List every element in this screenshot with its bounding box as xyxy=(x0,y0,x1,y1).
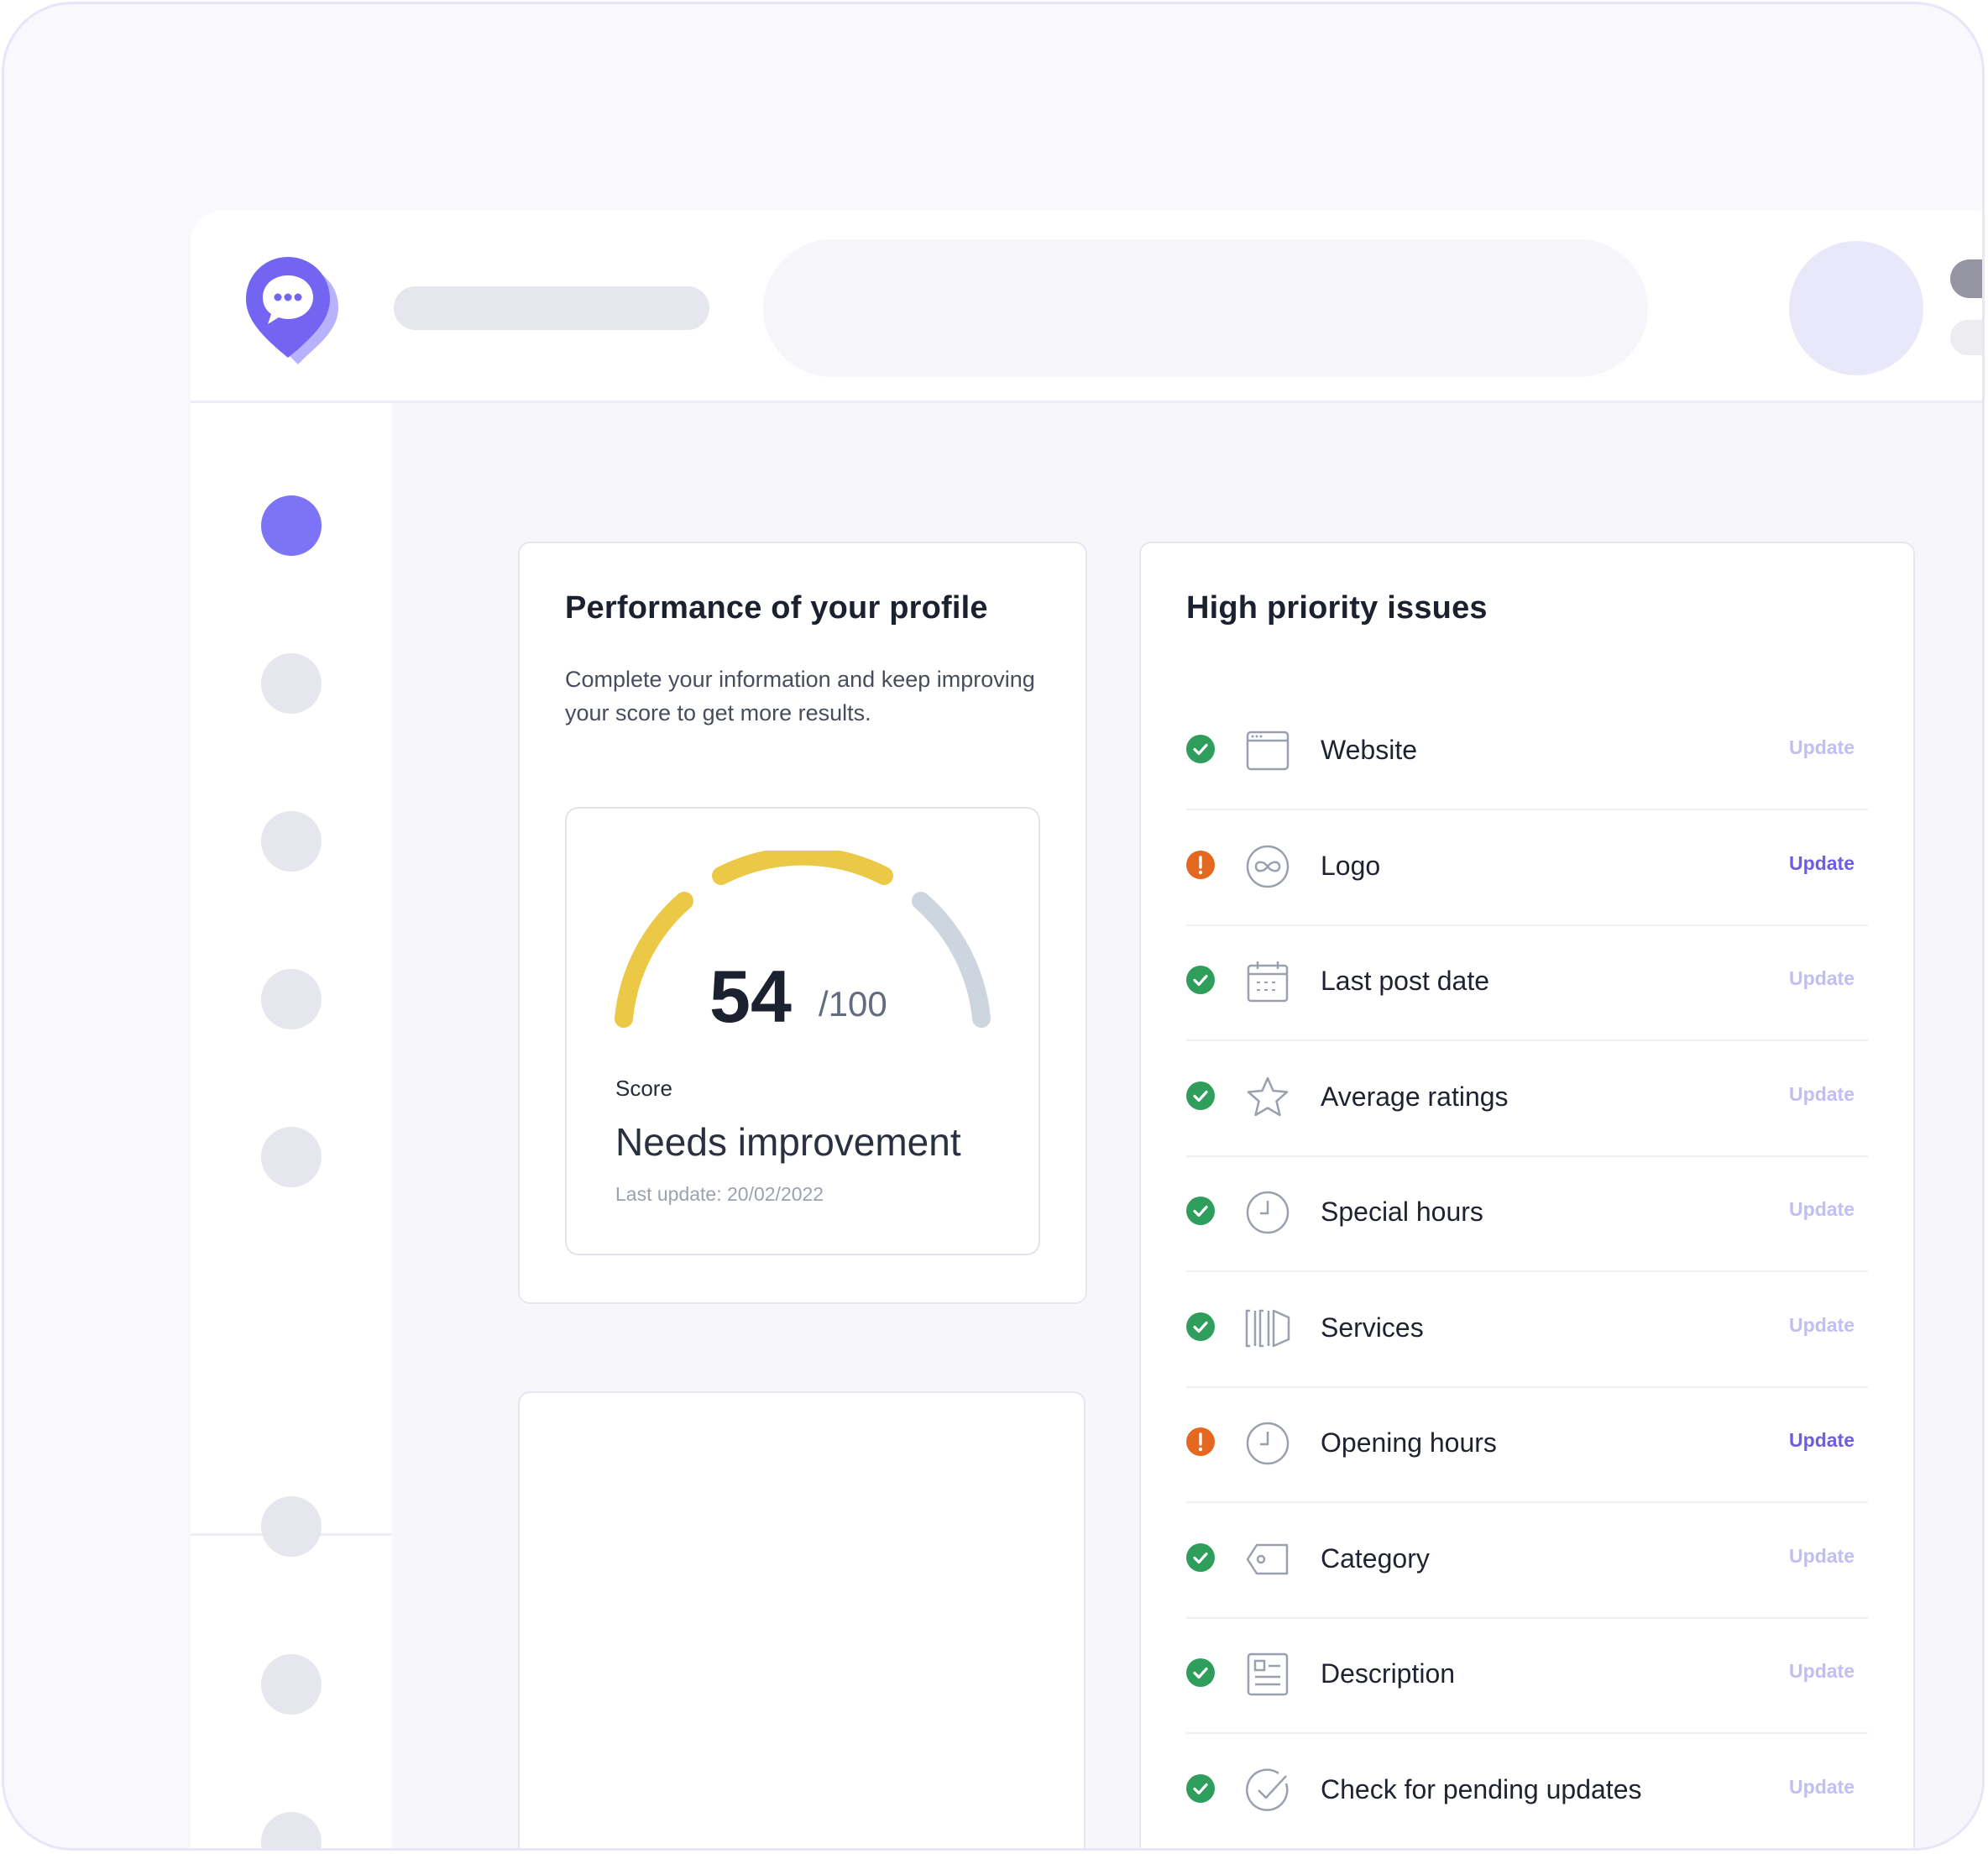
update-button[interactable]: Update xyxy=(1789,1198,1855,1220)
issue-label: Website xyxy=(1321,735,1418,765)
check-status-icon xyxy=(1186,1197,1215,1225)
update-button[interactable]: Update xyxy=(1789,851,1855,874)
clock-icon xyxy=(1246,1422,1290,1465)
update-button[interactable]: Update xyxy=(1789,1429,1855,1451)
score-max: /100 xyxy=(819,984,887,1024)
check-status-icon xyxy=(1186,1542,1215,1572)
issue-label: Special hours xyxy=(1321,1197,1483,1227)
update-button[interactable]: Update xyxy=(1789,1544,1855,1567)
check-status-icon xyxy=(1186,1773,1215,1803)
update-button[interactable]: Update xyxy=(1789,736,1855,758)
sidebar-item[interactable] xyxy=(261,1654,322,1715)
avatar[interactable] xyxy=(1789,241,1923,375)
issue-row: Category Update xyxy=(1186,1505,1868,1619)
update-button[interactable]: Update xyxy=(1789,1082,1855,1105)
app-window: Performance of your profile Complete you… xyxy=(191,211,1982,1848)
performance-title: Performance of your profile xyxy=(565,590,988,626)
update-button[interactable]: Update xyxy=(1789,1660,1855,1682)
issue-row: Logo Update xyxy=(1186,812,1868,926)
score-panel: 54 /100 Score Needs improvement Last upd… xyxy=(565,807,1040,1255)
check-status-icon xyxy=(1186,1081,1215,1110)
top-bar xyxy=(191,211,1982,403)
score-status: Needs improvement xyxy=(615,1120,961,1164)
sidebar-item[interactable] xyxy=(261,1127,322,1187)
sidebar-item[interactable] xyxy=(261,811,322,872)
score-value: 54 xyxy=(709,955,792,1038)
account-detail-placeholder xyxy=(1950,320,1982,355)
issue-row: Last post date Update xyxy=(1186,927,1868,1041)
sidebar xyxy=(191,403,392,1848)
issue-label: Description xyxy=(1321,1658,1456,1689)
issue-label: Category xyxy=(1321,1542,1430,1574)
score-label: Score xyxy=(615,1076,672,1101)
search-placeholder[interactable] xyxy=(763,239,1648,377)
update-button[interactable]: Update xyxy=(1789,1313,1855,1336)
check-circle-icon xyxy=(1246,1768,1289,1811)
update-button[interactable]: Update xyxy=(1789,1775,1855,1798)
infinity-logo-icon xyxy=(1246,845,1290,888)
warning-status-icon xyxy=(1186,1427,1215,1456)
score-gauge xyxy=(615,851,991,1028)
performance-card: Performance of your profile Complete you… xyxy=(518,542,1087,1304)
issue-label: Average ratings xyxy=(1321,1081,1509,1112)
issue-row: Description Update xyxy=(1186,1620,1868,1734)
check-status-icon xyxy=(1186,966,1215,994)
check-status-icon xyxy=(1186,735,1215,763)
issues-card: High priority issues Website Update Logo Up… xyxy=(1139,542,1915,1848)
check-status-icon xyxy=(1186,1312,1215,1341)
calendar-icon xyxy=(1247,961,1289,1003)
gauge-segment-3 xyxy=(912,892,991,1028)
browser-window-icon xyxy=(1246,731,1290,771)
issue-row: Website Update xyxy=(1186,696,1868,810)
issue-row: Average ratings Update xyxy=(1186,1043,1868,1157)
sidebar-item[interactable] xyxy=(261,653,322,714)
issue-label: Check for pending updates xyxy=(1321,1773,1642,1804)
secondary-card xyxy=(518,1391,1086,1848)
document-icon xyxy=(1247,1652,1289,1696)
title-placeholder xyxy=(394,286,709,330)
last-update-date: Last update: 20/02/2022 xyxy=(615,1183,824,1205)
performance-description: Complete your information and keep impro… xyxy=(565,667,1035,725)
issue-row: Services Update xyxy=(1186,1274,1868,1388)
account-name-placeholder xyxy=(1950,259,1982,298)
gauge-segment-1 xyxy=(615,892,693,1028)
sidebar-item[interactable] xyxy=(261,1496,322,1557)
issue-row: Check for pending updates Update xyxy=(1186,1736,1868,1848)
issue-row: Special hours Update xyxy=(1186,1158,1868,1272)
issue-label: Opening hours xyxy=(1321,1427,1497,1458)
warning-status-icon xyxy=(1186,850,1215,879)
check-status-icon xyxy=(1186,1658,1215,1687)
gauge-segment-2 xyxy=(712,851,893,885)
issue-row: Opening hours Update xyxy=(1186,1389,1868,1503)
issue-label: Services xyxy=(1321,1312,1424,1343)
issue-label: Last post date xyxy=(1321,966,1490,996)
tag-icon xyxy=(1246,1543,1289,1574)
issue-label: Logo xyxy=(1321,850,1381,881)
brand-logo-icon[interactable] xyxy=(246,257,338,366)
services-icon xyxy=(1245,1309,1290,1347)
sidebar-item-active[interactable] xyxy=(261,495,322,556)
sidebar-item[interactable] xyxy=(261,1812,322,1848)
star-icon xyxy=(1247,1076,1289,1116)
clock-icon xyxy=(1246,1191,1290,1234)
update-button[interactable]: Update xyxy=(1789,967,1855,989)
issues-title: High priority issues xyxy=(1186,590,1488,626)
sidebar-item[interactable] xyxy=(261,969,322,1029)
